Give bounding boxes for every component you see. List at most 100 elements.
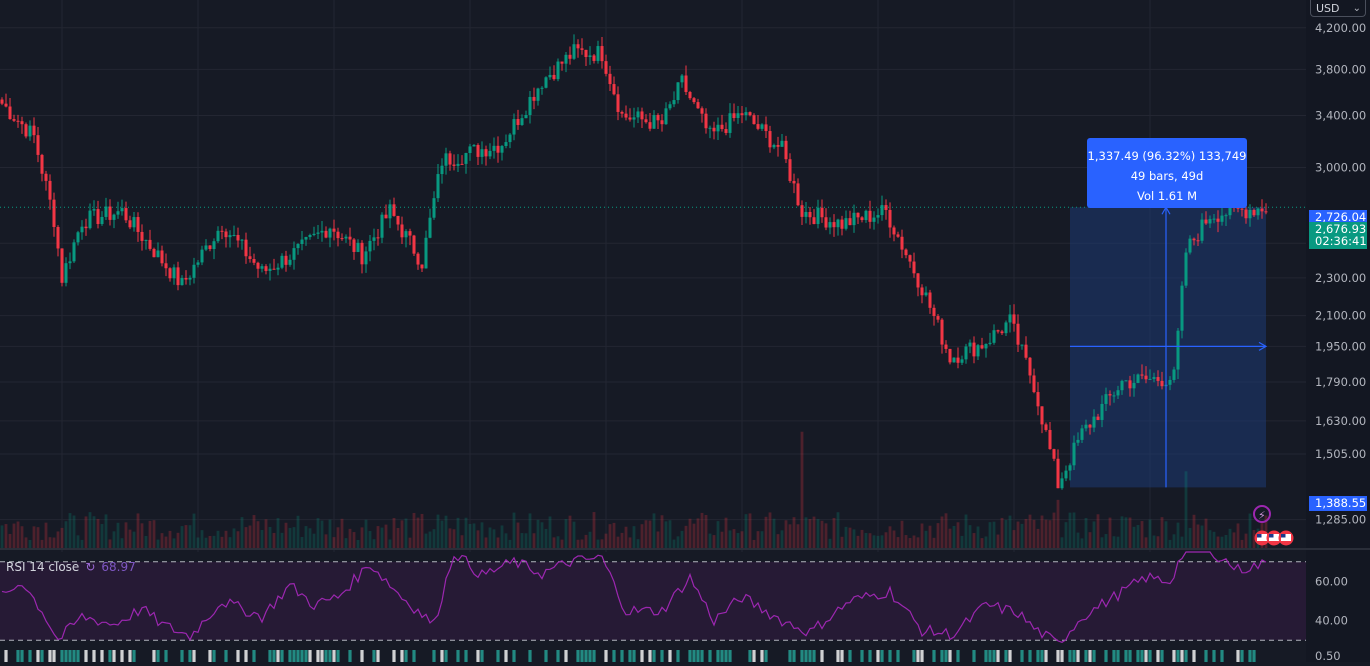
candle-body bbox=[532, 96, 536, 101]
candle-body bbox=[800, 205, 804, 217]
rsi-value: 68.97 bbox=[101, 560, 136, 574]
volume-bar bbox=[1084, 517, 1088, 548]
signal-bar bbox=[212, 650, 216, 662]
candle-body bbox=[300, 239, 304, 245]
volume-bar bbox=[688, 518, 692, 548]
signal-bar bbox=[108, 650, 112, 662]
volume-bar bbox=[788, 524, 792, 548]
candle-body bbox=[504, 142, 508, 147]
candle-body bbox=[88, 210, 92, 229]
signal-bar bbox=[1112, 650, 1116, 662]
signal-bar bbox=[244, 650, 248, 662]
candle-body bbox=[192, 264, 196, 278]
volume-bar bbox=[1220, 536, 1224, 548]
refresh-icon[interactable]: ↻ bbox=[85, 560, 96, 574]
candle-body bbox=[356, 242, 360, 252]
candle-body bbox=[760, 124, 764, 129]
signal-bar bbox=[392, 650, 396, 662]
signal-bar bbox=[152, 650, 156, 662]
signal-bar bbox=[764, 650, 768, 662]
signal-bar bbox=[1008, 650, 1012, 662]
volume-bar bbox=[1208, 530, 1212, 548]
candle-body bbox=[1128, 380, 1132, 389]
signal-bar bbox=[156, 650, 160, 662]
candle-body bbox=[140, 231, 144, 241]
rsi-legend[interactable]: RSI 14 close ↻ 68.97 bbox=[6, 560, 136, 574]
candle-body bbox=[644, 119, 648, 123]
volume-bar bbox=[124, 522, 128, 548]
candle-body bbox=[1120, 380, 1124, 391]
candle-body bbox=[328, 228, 332, 238]
candle-body bbox=[660, 120, 664, 125]
rsi-line bbox=[1, 551, 1267, 643]
volume-bar bbox=[1156, 536, 1160, 548]
signal-bar bbox=[1240, 650, 1244, 662]
candle-body bbox=[824, 217, 828, 228]
candle-body bbox=[488, 150, 492, 157]
signal-bar bbox=[1004, 650, 1008, 662]
volume-bar bbox=[736, 533, 740, 548]
candle-body bbox=[748, 112, 752, 116]
volume-bar bbox=[1016, 521, 1020, 548]
volume-bar bbox=[1120, 516, 1124, 548]
currency-selector[interactable]: USD ⌄ bbox=[1310, 0, 1366, 17]
candle-body bbox=[1032, 375, 1036, 393]
signal-bar bbox=[504, 650, 508, 662]
volume-bar bbox=[596, 539, 600, 548]
candle-body bbox=[248, 256, 252, 259]
volume-bar bbox=[1164, 521, 1168, 548]
candle-body bbox=[808, 211, 812, 218]
volume-bar bbox=[308, 528, 312, 548]
candle-body bbox=[472, 145, 476, 147]
signal-bar bbox=[1124, 650, 1128, 662]
volume-bar bbox=[1248, 513, 1252, 548]
volume-bar bbox=[256, 521, 260, 548]
volume-bar bbox=[24, 537, 28, 548]
candle-body bbox=[120, 208, 124, 212]
lightning-icon bbox=[1253, 505, 1271, 523]
candle-body bbox=[724, 129, 728, 133]
price-tick-label: 4,200.00 bbox=[1315, 21, 1366, 35]
signal-bar bbox=[920, 650, 924, 662]
candle-body bbox=[672, 100, 676, 105]
candle-body bbox=[152, 248, 156, 258]
candle-body bbox=[548, 74, 552, 78]
candle-body bbox=[920, 287, 924, 296]
signal-bar bbox=[720, 650, 724, 662]
candle-body bbox=[0, 99, 4, 104]
volume-bar bbox=[604, 533, 608, 548]
volume-bar bbox=[284, 522, 288, 548]
volume-bar bbox=[392, 517, 396, 548]
signal-bar bbox=[1056, 650, 1060, 662]
signal-bar bbox=[1156, 650, 1160, 662]
volume-bar bbox=[468, 523, 472, 548]
signal-bar bbox=[728, 650, 732, 662]
volume-bar bbox=[292, 527, 296, 548]
signal-bar bbox=[716, 650, 720, 662]
candle-body bbox=[460, 163, 464, 165]
candle-body bbox=[484, 149, 488, 157]
volume-bar bbox=[1012, 530, 1016, 548]
volume-bar bbox=[384, 524, 388, 548]
chevron-down-icon[interactable]: ⌄ bbox=[1352, 3, 1361, 14]
signal-bar bbox=[372, 650, 376, 662]
rsi-tick-label: 0.50 bbox=[1315, 649, 1341, 662]
candle-body bbox=[836, 219, 840, 228]
candle-body bbox=[1248, 209, 1252, 219]
candle-body bbox=[344, 236, 348, 239]
signal-bar bbox=[512, 650, 516, 662]
candle-body bbox=[636, 111, 640, 118]
currency-label: USD bbox=[1316, 2, 1340, 15]
candle-body bbox=[1184, 252, 1188, 286]
candle-body bbox=[852, 212, 856, 226]
candle-body bbox=[916, 273, 920, 288]
candle-body bbox=[684, 75, 688, 92]
volume-bar bbox=[1052, 512, 1056, 548]
volume-bar bbox=[692, 523, 696, 548]
signal-bar bbox=[932, 650, 936, 662]
signal-bar bbox=[1176, 650, 1180, 662]
volume-bar bbox=[1076, 532, 1080, 548]
signal-bar bbox=[412, 650, 416, 662]
